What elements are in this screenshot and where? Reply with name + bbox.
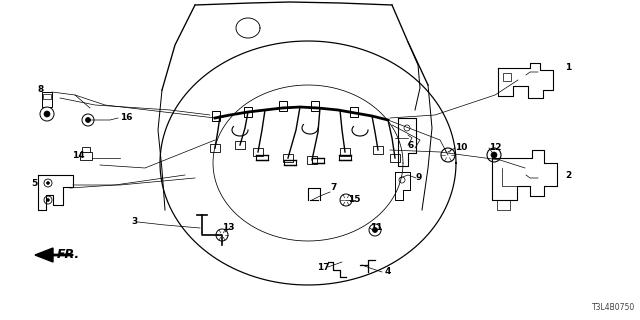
Bar xyxy=(279,101,287,111)
Circle shape xyxy=(82,114,94,126)
Circle shape xyxy=(86,117,90,123)
Circle shape xyxy=(47,181,49,185)
Circle shape xyxy=(40,107,54,121)
Text: 15: 15 xyxy=(348,196,360,204)
Bar xyxy=(390,154,400,162)
Bar xyxy=(503,73,511,81)
Bar xyxy=(350,107,358,117)
Text: 3: 3 xyxy=(132,218,138,227)
Bar xyxy=(210,144,220,152)
Bar xyxy=(82,147,90,152)
Circle shape xyxy=(372,228,378,233)
Circle shape xyxy=(44,196,52,204)
Bar xyxy=(253,148,263,156)
Text: 13: 13 xyxy=(222,223,234,233)
Text: 7: 7 xyxy=(330,183,337,193)
Text: FR.: FR. xyxy=(57,249,80,261)
Bar xyxy=(373,146,383,154)
Bar xyxy=(43,94,51,99)
Bar xyxy=(307,156,317,164)
Bar xyxy=(340,148,350,156)
Text: 1: 1 xyxy=(565,63,572,73)
Bar xyxy=(42,92,52,107)
Bar xyxy=(212,111,220,121)
Text: 2: 2 xyxy=(565,171,572,180)
Circle shape xyxy=(491,152,497,158)
Text: 6: 6 xyxy=(408,140,414,149)
Bar xyxy=(311,101,319,111)
Text: 8: 8 xyxy=(38,85,44,94)
Circle shape xyxy=(441,148,455,162)
Text: 10: 10 xyxy=(455,143,467,153)
Circle shape xyxy=(340,194,352,206)
Circle shape xyxy=(487,148,501,162)
Circle shape xyxy=(44,179,52,187)
Polygon shape xyxy=(35,248,53,262)
Text: T3L4B0750: T3L4B0750 xyxy=(592,303,635,312)
Text: 5: 5 xyxy=(32,179,38,188)
Circle shape xyxy=(216,229,228,241)
Text: 11: 11 xyxy=(370,223,383,233)
Bar xyxy=(244,107,252,117)
Text: 12: 12 xyxy=(489,143,502,153)
Text: 16: 16 xyxy=(120,114,132,123)
Text: 14: 14 xyxy=(72,150,84,159)
Bar xyxy=(283,154,293,162)
Circle shape xyxy=(404,125,410,131)
Text: 9: 9 xyxy=(416,173,422,182)
Bar xyxy=(80,152,92,160)
Circle shape xyxy=(44,111,50,117)
Text: 17: 17 xyxy=(317,262,330,271)
Circle shape xyxy=(47,198,49,202)
Circle shape xyxy=(369,224,381,236)
Text: 4: 4 xyxy=(385,268,392,276)
Circle shape xyxy=(399,177,405,183)
Bar xyxy=(235,141,245,149)
